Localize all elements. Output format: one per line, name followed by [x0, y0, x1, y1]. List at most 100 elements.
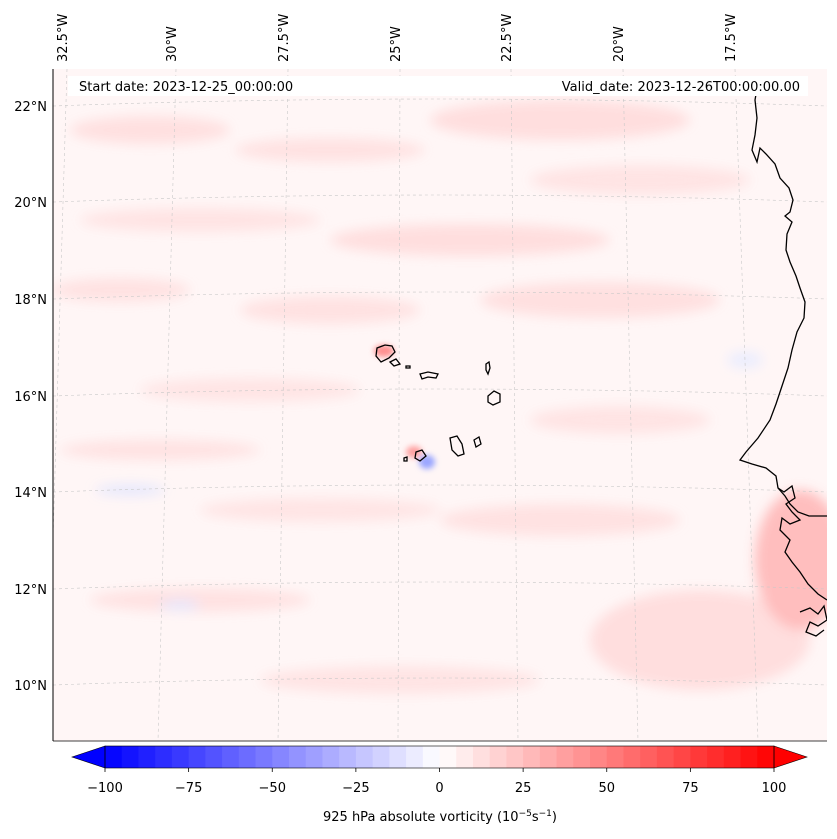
- colorbar-cell: [205, 746, 223, 768]
- colorbar-cell: [623, 746, 641, 768]
- meridian-line: [53, 69, 68, 550]
- lat-tick-label: 14°N: [14, 486, 47, 501]
- colorbar-tick-label: −25: [342, 781, 369, 796]
- island-sao-nicolau: [419, 371, 439, 380]
- colorbar-cell: [757, 746, 775, 768]
- vorticity-field: [53, 100, 827, 694]
- colorbar-cell: [238, 746, 257, 768]
- lat-tick-label: 12°N: [14, 583, 47, 598]
- lon-tick-label: 22.5°W: [500, 14, 515, 62]
- lat-tick-label: 10°N: [14, 679, 47, 694]
- colorbar-cell: [121, 746, 139, 768]
- colorbar: −100 −75 −50 −25 0 25 50 75 100 925 hPa absolute…: [71, 745, 808, 825]
- colorbar-tick-label: 50: [598, 781, 615, 796]
- colorbar-max-extend: [773, 745, 808, 769]
- lat-tick-label: 16°N: [14, 390, 47, 405]
- lon-tick-label: 25°W: [389, 26, 404, 62]
- colorbar-cell: [673, 746, 691, 768]
- parallel-line: [53, 291, 827, 300]
- latitude-tick-labels: 22°N 20°N 18°N 16°N 14°N 12°N 10°N: [14, 100, 47, 694]
- meridian-line: [734, 69, 759, 741]
- colorbar-cell: [171, 746, 190, 768]
- colorbar-cell: [640, 746, 658, 768]
- colorbar-cell: [707, 746, 725, 768]
- parallel-line: [53, 388, 827, 397]
- colorbar-cell: [155, 746, 173, 768]
- colorbar-ticks: −100 −75 −50 −25 0 25 50 75 100: [87, 768, 786, 796]
- islet: [405, 365, 411, 369]
- colorbar-cell: [489, 746, 507, 768]
- lon-tick-label: 30°W: [165, 26, 180, 62]
- lon-tick-label: 27.5°W: [277, 14, 292, 62]
- colorbar-cell: [422, 746, 441, 768]
- island-fogo: [414, 449, 427, 462]
- island-maio: [473, 436, 482, 448]
- colorbar-cell: [138, 746, 156, 768]
- meridian-line: [510, 69, 519, 741]
- colorbar-cell: [556, 746, 574, 768]
- guinea-bissau-coast: [799, 604, 827, 637]
- colorbar-cell: [322, 746, 340, 768]
- colorbar-cell: [573, 746, 591, 768]
- parallel-line: [53, 581, 827, 590]
- colorbar-cell: [355, 746, 374, 768]
- map-area: [53, 69, 827, 741]
- colorbar-cell: [506, 746, 524, 768]
- parallel-line: [53, 98, 827, 107]
- coastlines: [375, 82, 827, 637]
- colorbar-cell: [372, 746, 390, 768]
- colorbar-cell: [222, 746, 240, 768]
- colorbar-tick-label: 75: [682, 781, 699, 796]
- start-date-label: Start date: 2023-12-25_00:00:00: [79, 80, 293, 95]
- colorbar-cell: [255, 746, 273, 768]
- meridian-line: [397, 69, 401, 741]
- colorbar-label: 925 hPa absolute vorticity (10−5s−1): [323, 809, 557, 825]
- valid-date-label: Valid_date: 2023-12-26T00:00:00.00: [562, 80, 800, 95]
- lat-tick-label: 22°N: [14, 100, 47, 115]
- colorbar-cells: [105, 746, 775, 768]
- colorbar-cell: [272, 746, 290, 768]
- senegal-gambia-coast: [777, 484, 827, 601]
- colorbar-cell: [539, 746, 558, 768]
- island-sao-vicente: [388, 358, 402, 367]
- colorbar-tick-label: 100: [762, 781, 787, 796]
- colorbar-cell: [723, 746, 742, 768]
- colorbar-cell: [188, 746, 206, 768]
- colorbar-tick-label: −75: [175, 781, 202, 796]
- colorbar-cell: [439, 746, 457, 768]
- meridian-line: [277, 69, 289, 741]
- colorbar-cell: [606, 746, 624, 768]
- colorbar-cell: [105, 746, 123, 768]
- colorbar-cell: [656, 746, 675, 768]
- lat-tick-label: 18°N: [14, 293, 47, 308]
- lon-tick-label: 17.5°W: [724, 14, 739, 62]
- colorbar-tick-label: 0: [435, 781, 443, 796]
- lon-tick-label: 20°W: [612, 26, 627, 62]
- colorbar-cell: [406, 746, 424, 768]
- colorbar-cell: [288, 746, 307, 768]
- island-brava: [403, 456, 408, 462]
- vorticity-island-anomalies: [374, 345, 435, 469]
- africa-coastline: [738, 82, 827, 517]
- graticule: [53, 69, 827, 741]
- colorbar-tick-label: −100: [87, 781, 123, 796]
- colorbar-cell: [740, 746, 758, 768]
- colorbar-cell: [305, 746, 323, 768]
- lat-tick-label: 20°N: [14, 196, 47, 211]
- header-band: Start date: 2023-12-25_00:00:00 Valid_da…: [68, 76, 808, 96]
- lon-tick-label: 32.5°W: [56, 14, 71, 62]
- colorbar-cell: [523, 746, 541, 768]
- island-boa-vista: [487, 390, 501, 406]
- longitude-tick-labels: 32.5°W 30°W 27.5°W 25°W 22.5°W 20°W 17.5°W: [56, 14, 739, 62]
- colorbar-tick-label: −50: [259, 781, 286, 796]
- meridian-line: [622, 69, 639, 741]
- parallel-line: [53, 677, 827, 686]
- island-santo-antao: [375, 344, 396, 363]
- colorbar-cell: [389, 746, 407, 768]
- meridian-line: [157, 69, 177, 741]
- colorbar-min-extend: [71, 745, 106, 769]
- parallel-line: [53, 484, 827, 493]
- header-background: [68, 76, 808, 96]
- colorbar-cell: [456, 746, 474, 768]
